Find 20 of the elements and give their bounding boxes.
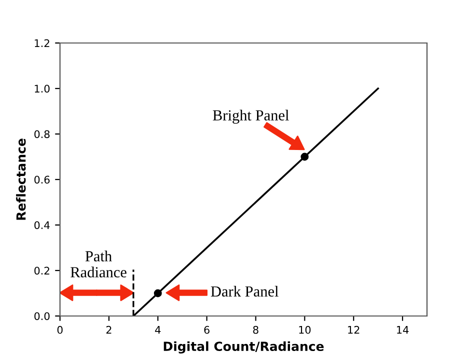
- y-axis-title: Reflectance: [16, 138, 26, 220]
- x-tick-label: 4: [155, 326, 161, 334]
- annotation: Dark Panel: [210, 286, 278, 297]
- x-axis-title: Digital Count/Radiance: [164, 341, 324, 354]
- x-tick-label: 8: [253, 326, 258, 334]
- x-tick-label: 2: [106, 326, 112, 334]
- x-tick-label: 14: [397, 326, 409, 334]
- annotation: Path Radiance: [70, 250, 126, 278]
- x-tick-label: 6: [204, 326, 210, 334]
- y-tick-label: 1.0: [34, 84, 50, 93]
- y-tick-label: 1.2: [34, 39, 50, 47]
- y-tick-label: 0.4: [34, 221, 50, 230]
- x-tick-label: 0: [57, 326, 63, 334]
- y-tick-label: 0.2: [34, 266, 50, 275]
- x-tick-label: 12: [348, 326, 360, 334]
- y-tick-label: 0.8: [34, 130, 50, 138]
- y-tick-label: 0.0: [34, 312, 50, 320]
- x-tick-label: 10: [299, 326, 311, 334]
- annotation: Bright Panel: [212, 110, 289, 124]
- y-tick-label: 0.6: [34, 176, 50, 184]
